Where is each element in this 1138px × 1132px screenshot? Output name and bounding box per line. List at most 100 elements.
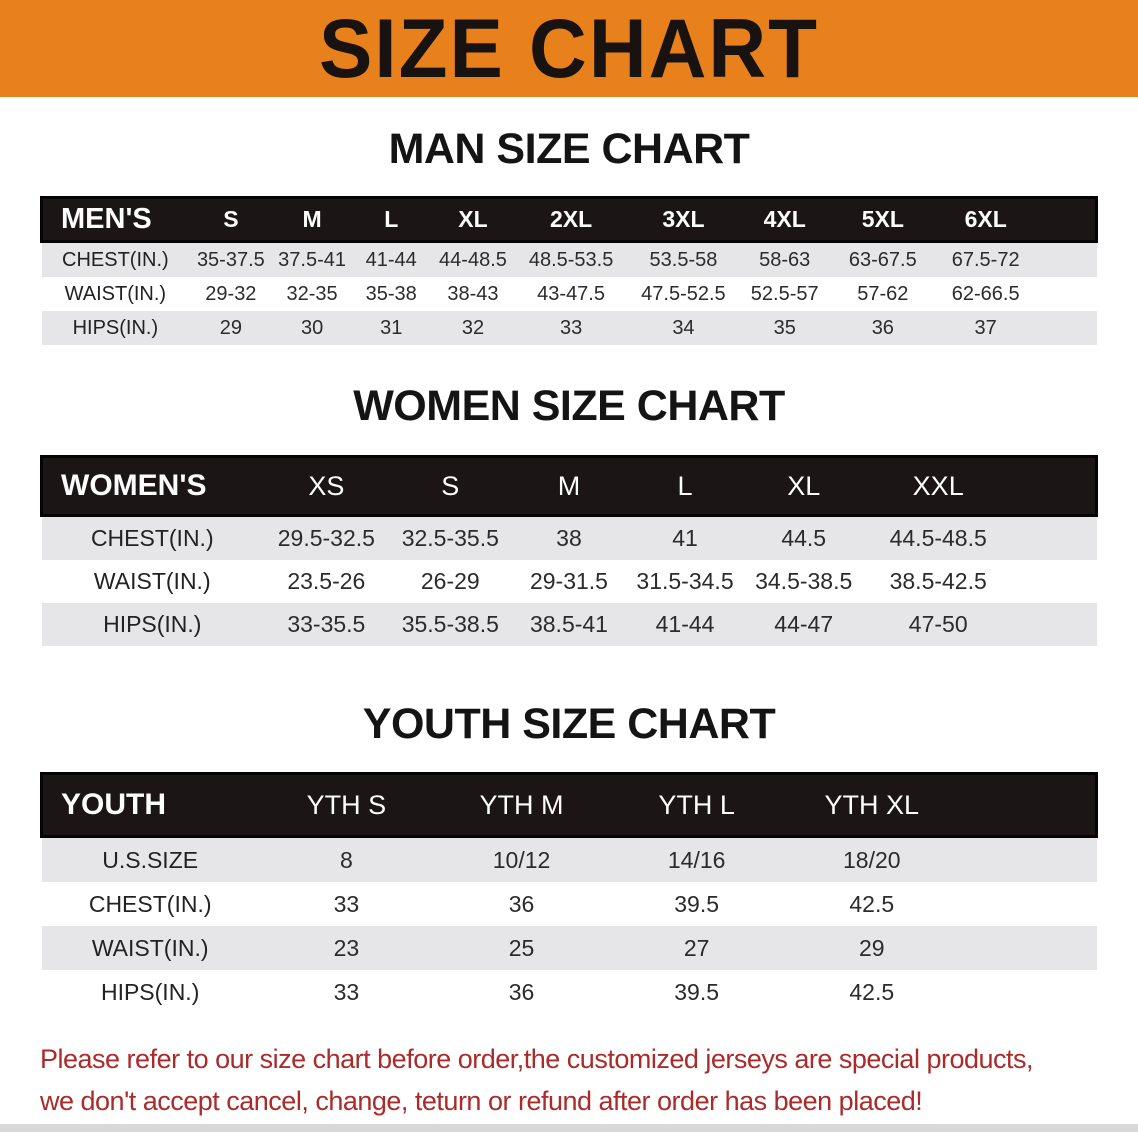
row-label: CHEST(IN.): [88, 890, 212, 917]
table-cell: 42.5: [849, 890, 895, 917]
disclaimer-line-2: we don't accept cancel, change, teturn o…: [40, 1086, 923, 1116]
table-row: WAIST(IN.) 23 25 27 29: [41, 926, 1097, 970]
column-header: 6XL: [936, 196, 1036, 243]
table-row: HIPS(IN.) 33 36 39.5 42.5: [41, 970, 1097, 1014]
size-chart-banner: SIZE CHART: [0, 0, 1138, 97]
table-cell: 33: [559, 316, 583, 339]
bottom-edge-strip: [0, 1124, 1138, 1132]
column-header: L: [351, 196, 431, 243]
filler-cell: [959, 882, 1096, 926]
table-cell: 27: [683, 934, 710, 961]
table-cell: 63-67.5: [848, 248, 917, 271]
table-cell: 29: [858, 934, 885, 961]
table-cell: 32.5-35.5: [401, 525, 499, 551]
table-cell: 35-37.5: [196, 248, 265, 271]
table-cell: 38-43: [447, 282, 499, 305]
filler-cell: [1012, 516, 1096, 561]
table-group-label: MEN'S: [40, 196, 190, 243]
column-header: M: [272, 196, 352, 243]
table-cell: 36: [508, 978, 535, 1005]
filler-cell: [959, 837, 1096, 883]
table-row: CHEST(IN.) 29.5-32.5 32.5-35.5 38 41 44.5 44.5…: [41, 515, 1097, 561]
filler-cell: [959, 926, 1096, 970]
table-cell: 67.5-72: [951, 248, 1020, 271]
table-cell: 53.5-58: [649, 248, 718, 271]
table-cell: 8: [339, 846, 353, 873]
table-cell: 34: [672, 316, 695, 339]
table-cell: 41-44: [655, 611, 715, 637]
table-header-row: MEN'S S M L XL 2XL 3XL 4XL 5XL 6XL: [40, 196, 1099, 243]
table-cell: 42.5: [849, 978, 895, 1005]
table-cell: 32: [461, 316, 485, 339]
man-size-chart-heading: MAN SIZE CHART: [388, 125, 750, 173]
column-header: XXL: [864, 455, 1013, 517]
table-header-row: YOUTH YTH S YTH M YTH L YTH XL: [39, 772, 1099, 838]
table-cell: 47.5-52.5: [641, 282, 726, 305]
column-header: S: [189, 196, 273, 243]
filler-cell: [1035, 311, 1096, 345]
table-cell: 33: [333, 890, 360, 917]
table-cell: 38.5-42.5: [889, 568, 987, 594]
column-header: YTH S: [258, 772, 434, 838]
table-cell: 38: [556, 525, 582, 551]
table-cell: 36: [871, 316, 894, 339]
column-header: YTH XL: [784, 772, 960, 838]
disclaimer-line-1: Please refer to our size chart before or…: [40, 1044, 1034, 1074]
table-cell: 41: [672, 525, 698, 551]
table-cell: 33-35.5: [287, 611, 366, 637]
table-row: CHEST(IN.) 35-37.5 37.5-41 41-44 44-48.5 48.5…: [41, 241, 1097, 277]
column-header: YTH L: [609, 772, 785, 838]
table-group-label: WOMEN'S: [40, 455, 264, 517]
table-cell: 39.5: [674, 890, 720, 917]
table-cell: 62-66.5: [951, 282, 1020, 305]
table-cell: 52.5-57: [750, 282, 819, 305]
column-header: XL: [743, 455, 865, 517]
table-cell: 33: [333, 978, 360, 1005]
table-cell: 29-32: [205, 282, 257, 305]
filler-cell: [1035, 196, 1099, 243]
table-cell: 23: [333, 934, 360, 961]
table-cell: 58-63: [759, 248, 811, 271]
row-label: CHEST(IN.): [62, 248, 169, 271]
table-cell: 47-50: [908, 611, 968, 637]
women-size-table: WOMEN'S XS S M L XL XXL CHEST(IN.) 29.5-32.5 32.5…: [40, 455, 1099, 646]
row-label: WAIST(IN.): [64, 282, 167, 305]
youth-size-table: YOUTH YTH S YTH M YTH L YTH XL U.S.SIZE 8 10/12…: [39, 772, 1099, 1014]
table-row: WAIST(IN.) 29-32 32-35 35-38 38-43 43-47.5 47.…: [41, 277, 1097, 311]
table-cell: 36: [508, 890, 535, 917]
column-header: S: [389, 455, 511, 517]
table-cell: 10/12: [492, 846, 551, 873]
filler-cell: [1035, 277, 1096, 311]
table-row: CHEST(IN.) 33 36 39.5 42.5: [41, 882, 1097, 926]
table-cell: 31.5-34.5: [636, 568, 734, 594]
table-cell: 29.5-32.5: [277, 525, 375, 551]
table-cell: 44-47: [774, 611, 834, 637]
table-cell: 31: [380, 316, 403, 339]
table-cell: 25: [508, 934, 535, 961]
women-size-chart-heading: WOMEN SIZE CHART: [353, 382, 785, 430]
filler-cell: [959, 970, 1096, 1014]
table-row: HIPS(IN.) 29 30 31 32 33 34 35 36 37: [41, 311, 1097, 345]
filler-cell: [1012, 560, 1096, 603]
table-cell: 41-44: [365, 248, 417, 271]
table-cell: 30: [300, 316, 324, 339]
table-row: HIPS(IN.) 33-35.5 35.5-38.5 38.5-41 41-44 44-…: [41, 603, 1097, 646]
row-label: CHEST(IN.): [90, 525, 214, 551]
row-label: WAIST(IN.): [91, 934, 209, 961]
table-cell: 37.5-41: [278, 248, 347, 271]
table-row: U.S.SIZE 8 10/12 14/16 18/20: [41, 836, 1097, 883]
table-cell: 32-35: [286, 282, 338, 305]
men-size-table: MEN'S S M L XL 2XL 3XL 4XL 5XL 6XL CHEST(IN.) 35-37…: [40, 196, 1099, 345]
table-cell: 39.5: [674, 978, 720, 1005]
row-label: U.S.SIZE: [102, 846, 199, 873]
order-disclaimer: Please refer to our size chart before or…: [40, 1038, 1138, 1122]
column-header: 2XL: [515, 196, 627, 243]
column-header: 4XL: [739, 196, 830, 243]
table-header-row: WOMEN'S XS S M L XL XXL: [40, 455, 1099, 517]
table-cell: 37: [974, 316, 997, 339]
table-cell: 29: [219, 316, 242, 339]
column-header: 3XL: [627, 196, 740, 243]
table-cell: 38.5-41: [529, 611, 608, 637]
youth-size-chart-heading: YOUTH SIZE CHART: [362, 700, 776, 748]
table-cell: 44.5-48.5: [889, 525, 987, 551]
